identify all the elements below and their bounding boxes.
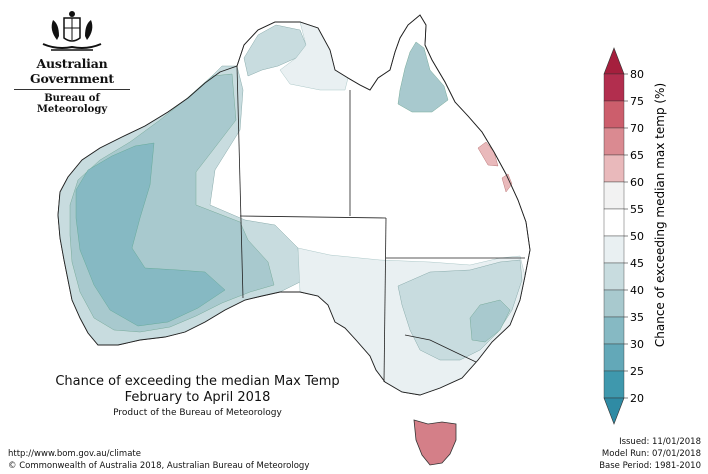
- legend-swatch: [603, 154, 625, 183]
- legend-arrow-low: [603, 397, 625, 425]
- footer-right: Issued: 11/01/2018 Model Run: 07/01/2018…: [599, 436, 701, 472]
- legend-tick-label: 35: [630, 311, 644, 324]
- map-title-line1: Chance of exceeding the median Max Temp: [55, 374, 340, 389]
- legend-title-text: Chance of exceeding median max temp (%): [653, 83, 667, 347]
- legend-swatch: [603, 73, 625, 102]
- legend-tick-label: 80: [630, 68, 644, 81]
- issued-date: Issued: 11/01/2018: [619, 437, 701, 447]
- color-legend: 80 75 70 65 60 55 50 45 40 35 30 25 20: [603, 47, 644, 425]
- footer-copyright: © Commonwealth of Australia 2018, Austra…: [8, 461, 310, 471]
- legend-swatch: [603, 127, 625, 156]
- legend-tick-label: 45: [630, 257, 644, 270]
- legend-arrow-high: [603, 47, 625, 75]
- tasmania: [413, 419, 457, 466]
- legend-swatch: [603, 289, 625, 318]
- state-borders: [236, 65, 525, 383]
- government-logo: Australian Government Bureau of Meteorol…: [8, 10, 136, 115]
- legend-tick-label: 75: [630, 95, 644, 108]
- government-name: Australian Government: [30, 56, 114, 86]
- legend-swatch: [603, 370, 625, 399]
- legend-tick-label: 20: [630, 392, 644, 405]
- legend-swatch: [603, 235, 625, 264]
- legend-swatch: [603, 316, 625, 345]
- map-title: Chance of exceeding the median Max Temp …: [20, 374, 375, 418]
- footer-url[interactable]: http://www.bom.gov.au/climate: [8, 449, 141, 459]
- agency-name: Bureau of Meteorology: [36, 93, 108, 115]
- legend-tick-label: 65: [630, 149, 644, 162]
- legend-swatch: [603, 181, 625, 210]
- legend-tick-label: 50: [630, 230, 644, 243]
- legend-tick-label: 55: [630, 203, 644, 216]
- map-title-line2: February to April 2018: [124, 390, 271, 405]
- legend-tick-label: 30: [630, 338, 644, 351]
- legend-tick-label: 25: [630, 365, 644, 378]
- coat-of-arms-icon: [42, 11, 102, 51]
- legend-swatch: [603, 262, 625, 291]
- legend-swatch: [603, 343, 625, 372]
- legend-swatch: [603, 100, 625, 129]
- legend-tick-label: 40: [630, 284, 644, 297]
- base-period: Base Period: 1981-2010: [599, 461, 701, 471]
- model-run-date: Model Run: 07/01/2018: [601, 449, 701, 459]
- map-product-note: Product of the Bureau of Meteorology: [113, 408, 282, 418]
- legend-swatch: [603, 208, 625, 237]
- footer-left: http://www.bom.gov.au/climate © Commonwe…: [8, 448, 309, 472]
- legend-tick-label: 60: [630, 176, 644, 189]
- legend-title: Chance of exceeding median max temp (%): [653, 83, 667, 347]
- legend-tick-label: 70: [630, 122, 644, 135]
